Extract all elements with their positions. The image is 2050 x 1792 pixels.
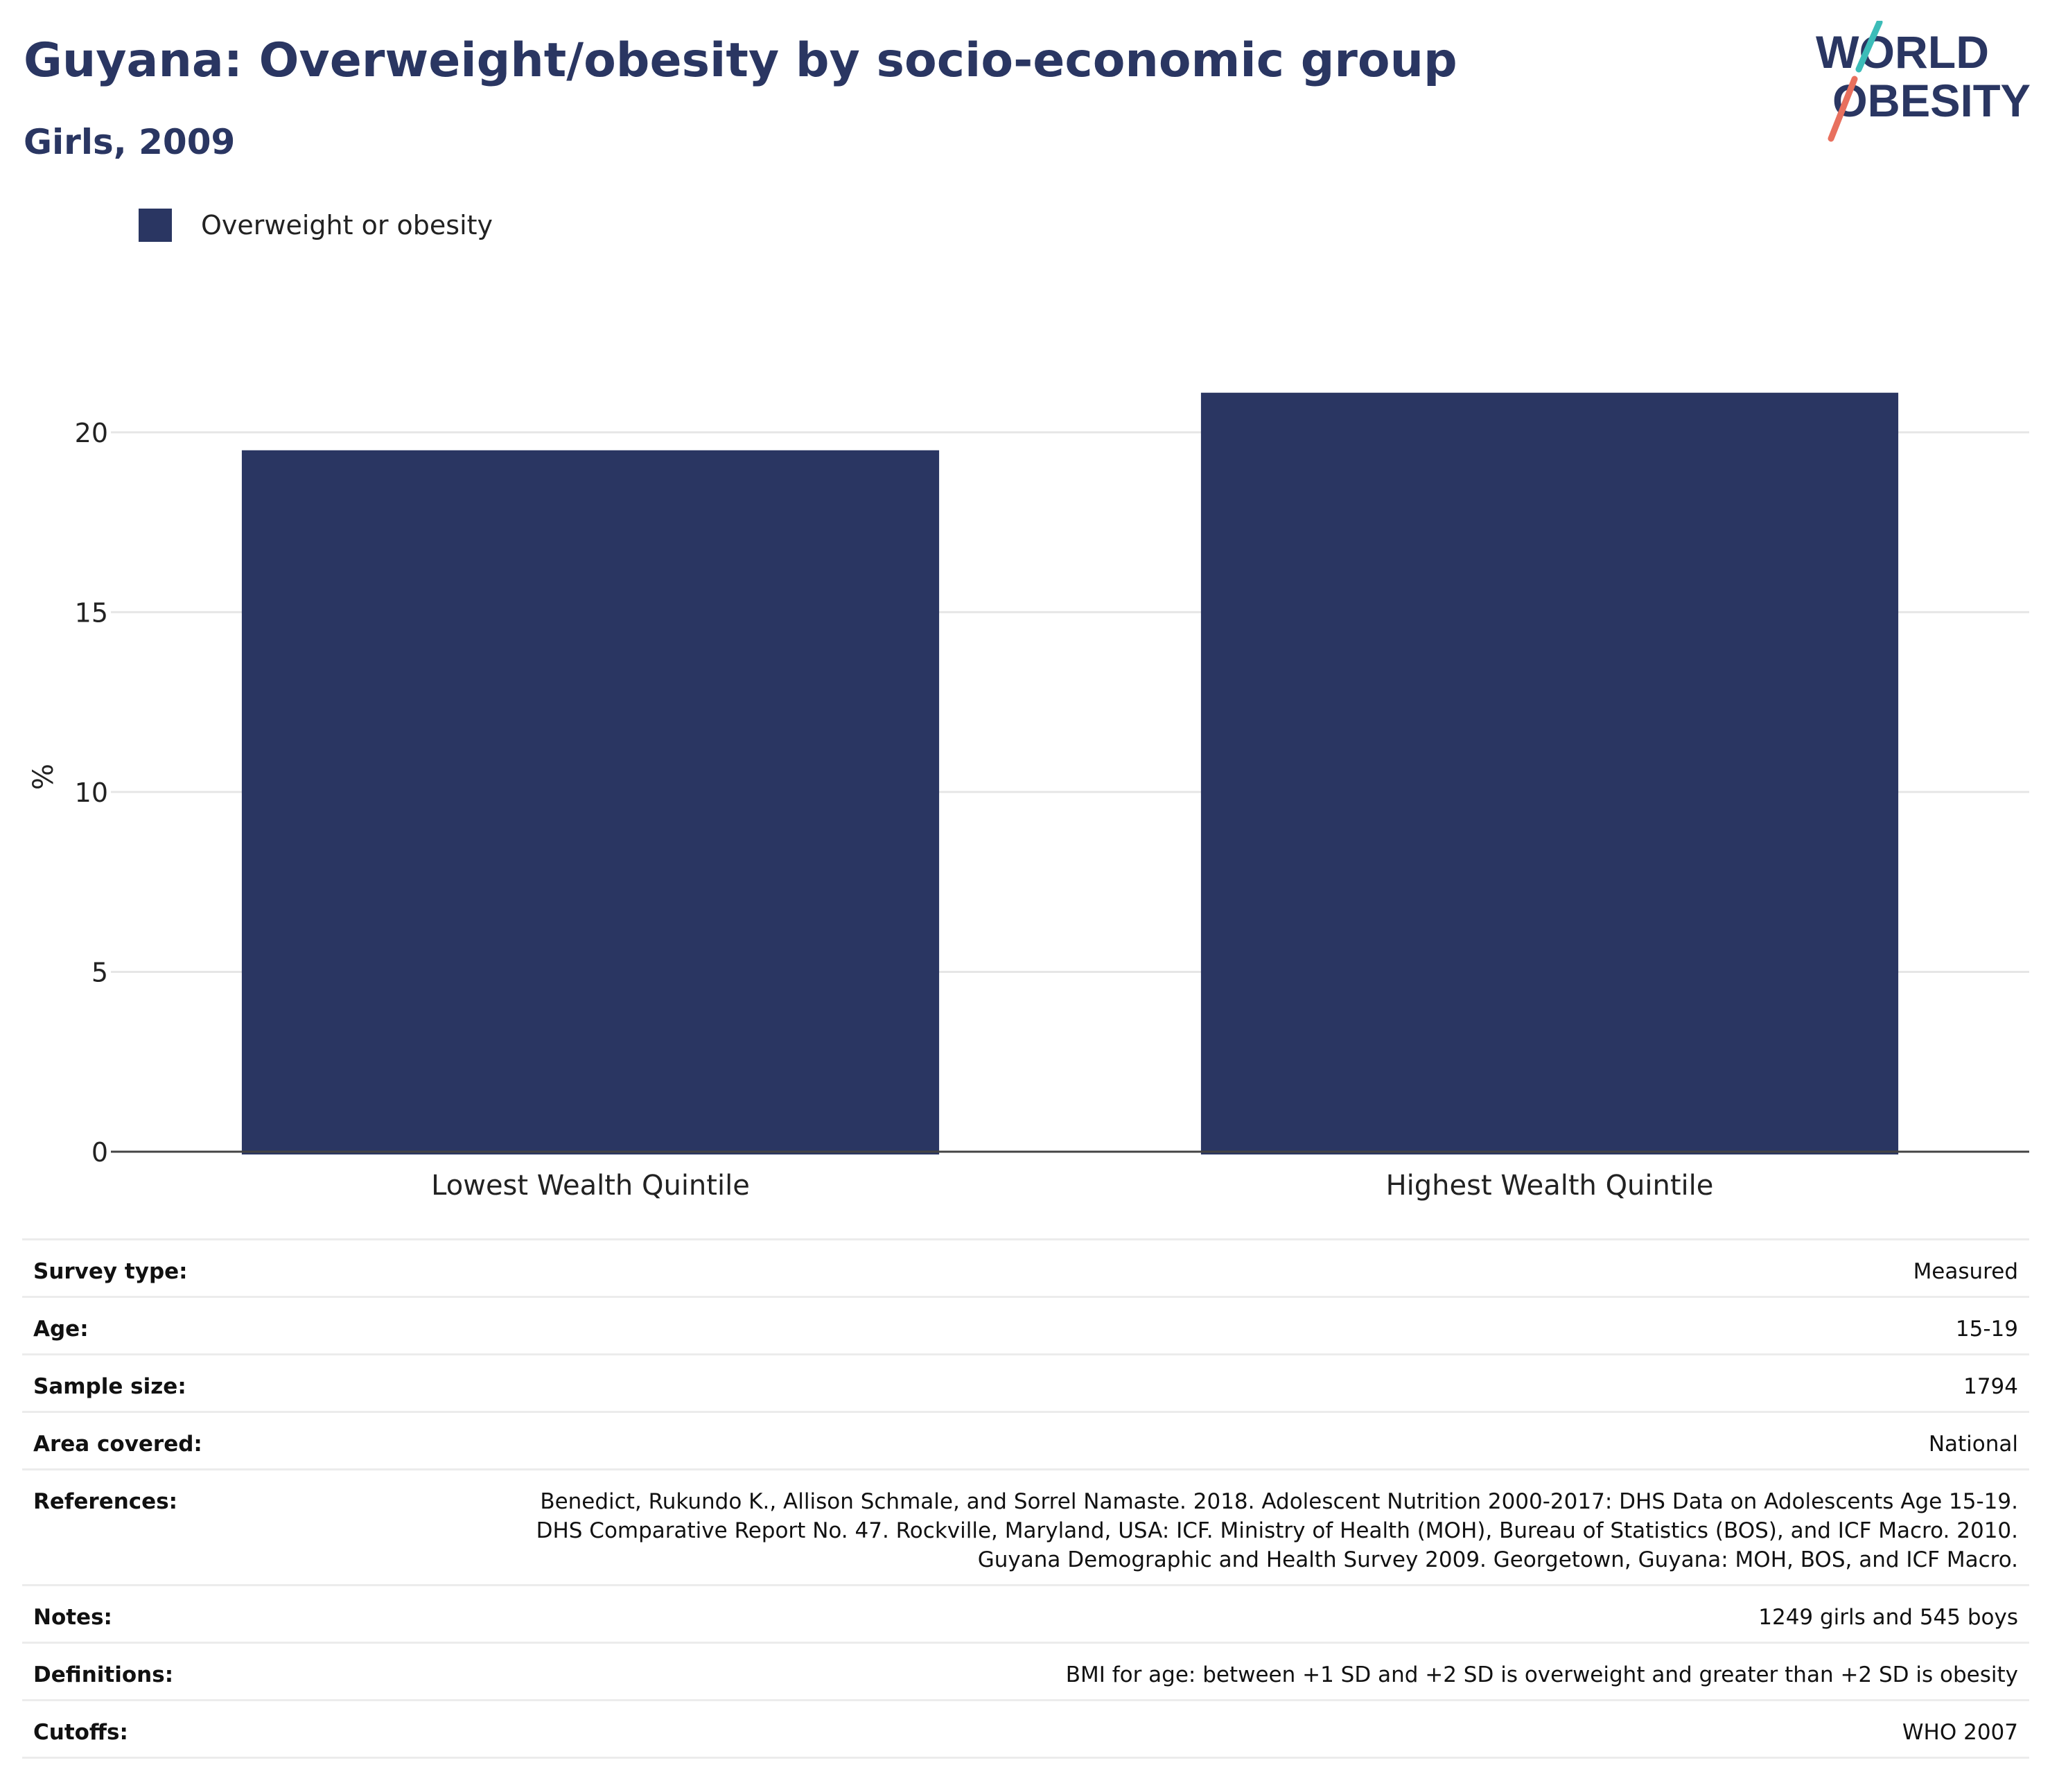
logo-word-world: WORLD (1816, 26, 1989, 78)
info-key: Survey type: (33, 1259, 188, 1284)
info-row-area-covered: Area covered: National (22, 1413, 2029, 1470)
info-value: BMI for age: between +1 SD and +2 SD is … (1065, 1662, 2018, 1687)
world-obesity-logo: WORLD OBESITY (1816, 21, 2031, 142)
bar (241, 450, 940, 1154)
info-value: 1794 (1963, 1374, 2018, 1399)
info-row-cutoffs: Cutoffs: WHO 2007 (22, 1701, 2029, 1759)
y-tick-label: 5 (91, 957, 108, 987)
y-axis-label: % (28, 764, 60, 790)
info-value: 15-19 (1955, 1317, 2018, 1342)
x-tick-label: Lowest Wealth Quintile (431, 1170, 750, 1202)
logo-word-obesity: OBESITY (1832, 75, 2031, 126)
logo-slash-coral (1828, 76, 1858, 142)
info-value: 1249 girls and 545 boys (1758, 1605, 2018, 1630)
info-value: National (1928, 1432, 2018, 1457)
bar (1200, 392, 1899, 1154)
info-row-age: Age: 15-19 (22, 1298, 2029, 1355)
info-value: Benedict, Rukundo K., Allison Schmale, a… (536, 1489, 2018, 1572)
info-key: Definitions: (33, 1662, 174, 1687)
chart-legend: Overweight or obesity (139, 208, 493, 243)
info-row-sample-size: Sample size: 1794 (22, 1355, 2029, 1413)
info-key: References: (33, 1489, 178, 1514)
chart-title: Guyana: Overweight/obesity by socio-econ… (24, 33, 1457, 88)
info-row-survey-type: Survey type: Measured (22, 1240, 2029, 1298)
info-key: Cutoffs: (33, 1720, 128, 1745)
y-tick-label: 20 (75, 418, 108, 448)
info-value: WHO 2007 (1902, 1720, 2018, 1745)
info-row-references: References: Benedict, Rukundo K., Alliso… (22, 1470, 2029, 1586)
info-row-notes: Notes: 1249 girls and 545 boys (22, 1586, 2029, 1644)
y-tick-label: 0 (91, 1137, 108, 1168)
y-tick-label: 10 (75, 778, 108, 808)
info-key: Sample size: (33, 1374, 186, 1399)
info-value: Measured (1913, 1259, 2018, 1284)
logo-slash-teal (1855, 21, 1883, 73)
bar-chart: 0 5 10 15 20% Lowest Wealth Quintile Highest W… (28, 392, 2029, 1202)
info-key: Age: (33, 1317, 89, 1342)
info-key: Notes: (33, 1605, 112, 1630)
legend-swatch (139, 209, 172, 242)
info-key: Area covered: (33, 1432, 202, 1457)
legend-label: Overweight or obesity (201, 210, 493, 240)
x-tick-label: Highest Wealth Quintile (1386, 1170, 1714, 1202)
chart-subtitle: Girls, 2009 (24, 122, 236, 162)
y-tick-label: 15 (75, 597, 108, 628)
info-row-definitions: Definitions: BMI for age: between +1 SD … (22, 1644, 2029, 1701)
survey-info-table: Survey type: Measured Age: 15-19 Sample … (22, 1238, 2029, 1759)
